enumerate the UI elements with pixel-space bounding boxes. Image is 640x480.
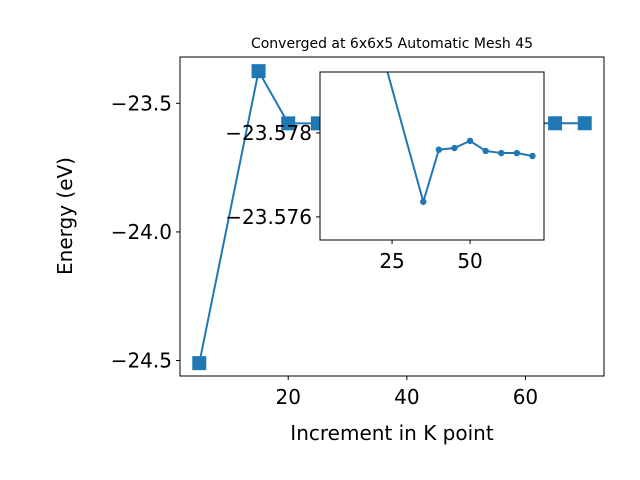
x-tick-label: 40	[394, 385, 419, 409]
marker	[482, 147, 489, 155]
plot-clip	[373, 29, 536, 206]
marker	[498, 149, 505, 157]
x-axis-label: Increment in K point	[290, 421, 494, 445]
y-axis-label: Energy (eV)	[53, 157, 77, 275]
marker	[420, 198, 427, 205]
y-tick-label: −24.0	[111, 220, 172, 244]
marker	[548, 116, 563, 131]
marker	[281, 116, 296, 131]
x-tick-label: 50	[457, 249, 482, 273]
axes-frame	[179, 56, 605, 377]
y-tick-label: −23.578	[225, 121, 312, 145]
marker	[373, 29, 379, 35]
marker	[192, 356, 207, 371]
marker	[251, 64, 266, 79]
chart-title: Converged at 6x6x5 Automatic Mesh 45	[251, 36, 533, 52]
marker	[435, 146, 443, 153]
marker	[513, 149, 521, 157]
x-tick-label: 25	[379, 249, 404, 273]
x-tick-label: 20	[275, 385, 300, 409]
y-tick-label: −24.5	[111, 349, 172, 373]
marker	[466, 137, 474, 145]
marker	[529, 152, 536, 160]
marker	[451, 144, 458, 152]
y-tick-label: −23.576	[225, 205, 312, 229]
x-tick-label: 60	[513, 385, 538, 409]
marker	[577, 116, 592, 131]
y-tick-label: −23.5	[111, 91, 172, 115]
axes-frame	[319, 71, 545, 241]
plot-area	[320, 72, 544, 240]
